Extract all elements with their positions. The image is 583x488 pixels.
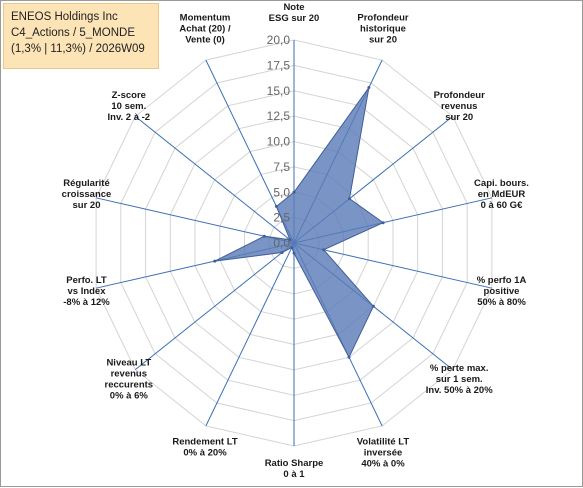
axis-label-5-line-2: Inv. 50% à 20% <box>426 385 493 396</box>
axis-spoke-12 <box>134 116 295 244</box>
axis-label-7-line-0: Ratio Sharpe <box>265 458 324 469</box>
tick-label-5: 12,5 <box>267 109 291 123</box>
data-point-13 <box>274 204 278 208</box>
data-point-8 <box>290 246 294 250</box>
axis-label-3-line-0: Capi. bours. <box>474 178 529 189</box>
axis-label-7-line-1: 0 à 1 <box>283 469 305 480</box>
axis-label-11: Régularité croissance sur 20 <box>62 178 112 211</box>
axis-label-7: Ratio Sharpe 0 à 1 <box>265 458 324 480</box>
tick-label-4: 10,0 <box>267 135 291 149</box>
axis-label-0: Note ESG sur 20 <box>269 2 320 24</box>
data-point-3 <box>381 221 385 225</box>
data-point-6 <box>347 355 351 359</box>
data-point-0 <box>292 190 296 194</box>
axis-label-13-line-2: Vente (0) <box>185 35 225 46</box>
axis-label-2-line-0: Profondeur <box>434 90 485 101</box>
axis-label-1-line-1: historique <box>360 24 406 35</box>
axis-label-5-line-1: sur 1 sem. <box>436 374 483 385</box>
axis-label-8-line-1: 0% à 20% <box>183 447 227 458</box>
tick-label-0: 0,0 <box>273 236 290 250</box>
axis-label-12-line-1: 10 sem. <box>111 101 146 112</box>
axis-label-1: Profondeur historique sur 20 <box>357 13 408 46</box>
axis-label-9-line-1: revenus <box>111 369 147 380</box>
axis-label-6-line-1: inversée <box>364 447 403 458</box>
data-point-11 <box>262 234 266 238</box>
title-category: C4_Actions / 5_MONDE <box>11 27 135 39</box>
axis-spoke-4 <box>293 242 493 289</box>
data-point-5 <box>371 304 375 308</box>
axis-label-6-line-2: 40% à 0% <box>361 458 405 469</box>
axis-label-10-line-0: Perfo. LT <box>66 275 107 286</box>
data-point-1 <box>367 86 371 89</box>
title-company: ENEOS Holdings Inc <box>11 11 118 23</box>
axis-label-3-line-1: en MdEUR <box>478 189 526 200</box>
axis-label-10-line-1: vs Index <box>67 286 106 297</box>
tick-label-1: 2,5 <box>273 211 290 225</box>
axis-label-2-line-2: sur 20 <box>445 112 473 123</box>
axis-label-4-line-1: positive <box>484 286 520 297</box>
chart-title-box: ENEOS Holdings Inc C4_Actions / 5_MONDE … <box>3 3 159 69</box>
axis-label-10: Perfo. LT vs Index -8% à 12% <box>63 275 110 308</box>
axis-label-0-line-1: ESG sur 20 <box>269 13 320 24</box>
axis-label-1-line-2: sur 20 <box>369 35 397 46</box>
axis-label-2: Profondeur revenus sur 20 <box>434 90 485 123</box>
data-point-9 <box>280 251 284 254</box>
data-point-10 <box>213 259 217 263</box>
axis-label-3: Capi. bours. en MdEUR 0 à 60 G€ <box>474 178 529 211</box>
axis-label-13: Momentum Achat (20) / Vente (0) <box>179 13 231 46</box>
axis-label-4-line-2: 50% à 80% <box>477 297 526 308</box>
tick-label-8: 20,0 <box>267 33 291 47</box>
axis-spoke-11 <box>95 197 295 244</box>
axis-label-6: Volatilité LT inversée 40% à 0% <box>357 436 410 469</box>
axis-label-9-line-0: Niveau LT <box>106 358 151 369</box>
axis-label-11-line-0: Régularité <box>63 178 109 189</box>
tick-label-7: 17,5 <box>267 58 291 72</box>
axis-label-10-line-2: -8% à 12% <box>63 297 110 308</box>
tick-label-2: 5,0 <box>273 185 290 199</box>
axis-label-13-line-1: Achat (20) / <box>179 24 231 35</box>
axis-label-11-line-1: croissance <box>62 189 112 200</box>
axis-spoke-8 <box>205 242 295 427</box>
axis-label-4: % perfo 1A positive 50% à 80% <box>477 275 527 308</box>
axis-label-9: Niveau LT revenus reccurents 0% à 6% <box>105 358 154 402</box>
data-point-7 <box>292 251 296 255</box>
axis-label-8-line-0: Rendement LT <box>172 436 237 447</box>
axis-label-12-line-0: Z-score <box>112 90 146 101</box>
tick-label-3: 7,5 <box>273 160 290 174</box>
axis-label-12: Z-score 10 sem. Inv. 2 à -2 <box>108 90 151 123</box>
axis-label-0-line-0: Note <box>283 2 304 13</box>
axis-label-2-line-1: revenus <box>441 101 477 112</box>
title-performance: (1,3% | 11,3%) / 2026W09 <box>11 43 145 55</box>
axis-label-3-line-2: 0 à 60 G€ <box>481 200 523 211</box>
axis-label-11-line-2: sur 20 <box>73 200 101 211</box>
axis-label-5: % perte max. sur 1 sem. Inv. 50% à 20% <box>426 363 493 396</box>
data-point-12 <box>288 238 292 242</box>
axis-label-13-line-0: Momentum <box>180 13 231 24</box>
data-point-2 <box>348 197 351 201</box>
tick-label-6: 15,0 <box>267 84 291 98</box>
axis-label-6-line-0: Volatilité LT <box>357 436 410 447</box>
axis-label-9-line-3: 0% à 6% <box>110 391 149 402</box>
axis-label-8: Rendement LT 0% à 20% <box>172 436 237 458</box>
axis-label-1-line-0: Profondeur <box>357 13 408 24</box>
axis-label-4-line-0: % perfo 1A <box>477 275 527 286</box>
axis-label-9-line-2: reccurents <box>105 380 154 391</box>
axis-spoke-9 <box>134 242 295 370</box>
axis-label-5-line-0: % perte max. <box>430 363 489 374</box>
data-point-4 <box>322 248 326 252</box>
axis-label-12-line-2: Inv. 2 à -2 <box>108 112 151 123</box>
